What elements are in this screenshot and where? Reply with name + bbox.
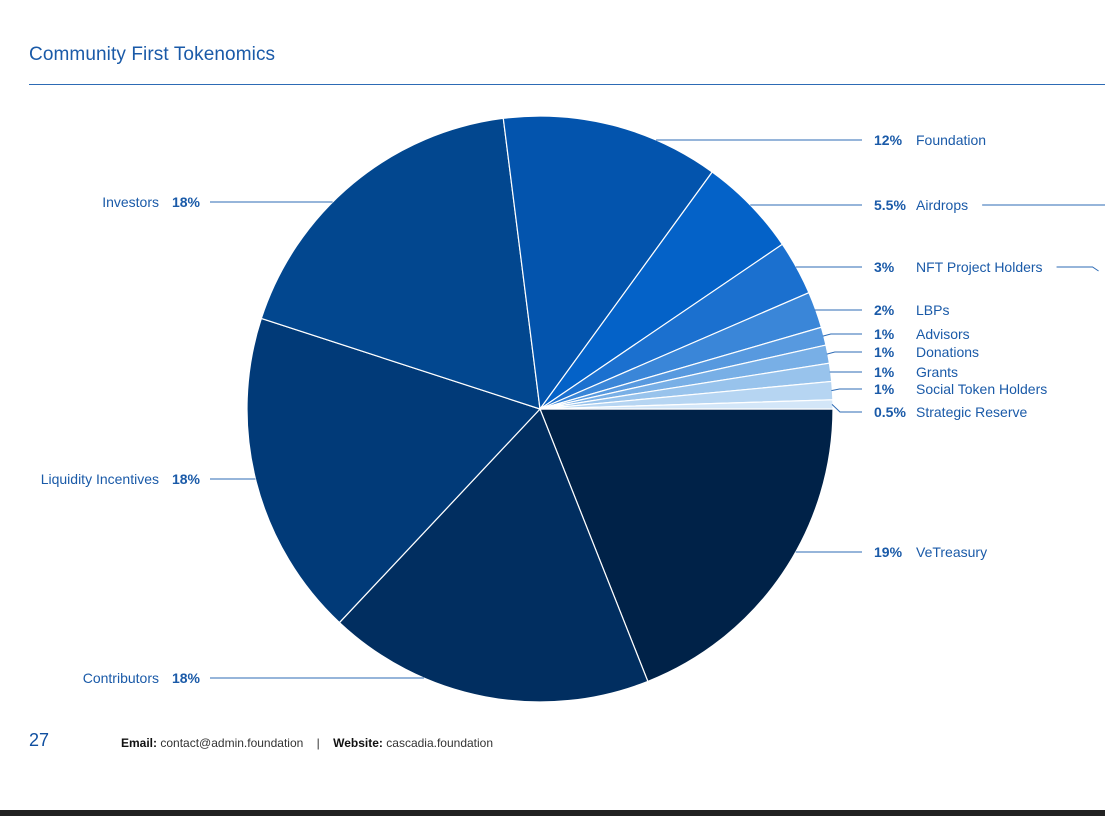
slice-label-nft-project-holders: NFT Project Holders <box>916 259 1043 275</box>
slice-percent-donations: 1% <box>874 344 895 360</box>
website-value[interactable]: cascadia.foundation <box>386 736 494 750</box>
slice-percent-contributors: 18% <box>172 670 201 686</box>
pie-slice-strategic-reserve <box>539 399 834 410</box>
page-number: 27 <box>29 730 50 750</box>
slice-label-contributors: Contributors <box>83 670 159 686</box>
slice-label-strategic-reserve: Strategic Reserve <box>916 404 1027 420</box>
slice-percent-liquidity-incentives: 18% <box>172 471 201 487</box>
website-label: Website: <box>333 736 383 750</box>
pie-slice-investors <box>260 117 541 410</box>
leader-line-social-token-holders <box>831 388 862 392</box>
email-value[interactable]: contact@admin.foundation <box>160 736 304 750</box>
slice-percent-investors: 18% <box>172 194 201 210</box>
slice-percent-lbps: 2% <box>874 302 895 318</box>
slice-percent-grants: 1% <box>874 364 895 380</box>
title-divider <box>29 84 1105 85</box>
slice-label-liquidity-incentives: Liquidity Incentives <box>41 471 159 487</box>
leader-tail-nft-project-holders <box>1056 266 1099 272</box>
bottom-bar <box>0 810 1105 816</box>
slice-percent-nft-project-holders: 3% <box>874 259 895 275</box>
pie-slice-liquidity-incentives <box>246 317 542 624</box>
page-title: Community First Tokenomics <box>29 44 276 65</box>
email-label: Email: <box>121 736 158 750</box>
slice-label-lbps: LBPs <box>916 302 949 318</box>
leader-line-donations <box>826 351 862 355</box>
slice-percent-social-token-holders: 1% <box>874 381 895 397</box>
footer-separator: | <box>316 736 320 750</box>
pie-slice-foundation <box>502 115 714 411</box>
slice-label-grants: Grants <box>916 364 958 380</box>
pie-slice-contributors <box>338 407 649 703</box>
slice-label-advisors: Advisors <box>916 326 970 342</box>
leader-line-advisors <box>822 333 862 337</box>
slice-label-social-token-holders: Social Token Holders <box>916 381 1047 397</box>
slice-percent-strategic-reserve: 0.5% <box>874 404 906 420</box>
slice-label-foundation: Foundation <box>916 132 986 148</box>
slice-percent-vetreasury: 19% <box>874 544 903 560</box>
pie-slice-vetreasury <box>539 408 834 683</box>
slice-percent-airdrops: 5.5% <box>874 197 906 213</box>
slice-percent-advisors: 1% <box>874 326 895 342</box>
slice-label-airdrops: Airdrops <box>916 197 968 213</box>
slice-label-investors: Investors <box>102 194 159 210</box>
slice-percent-foundation: 12% <box>874 132 903 148</box>
slice-label-vetreasury: VeTreasury <box>916 544 987 560</box>
leader-line-strategic-reserve <box>831 404 862 413</box>
slice-label-donations: Donations <box>916 344 979 360</box>
footer-contact: Email: contact@admin.foundation | Websit… <box>121 736 493 750</box>
